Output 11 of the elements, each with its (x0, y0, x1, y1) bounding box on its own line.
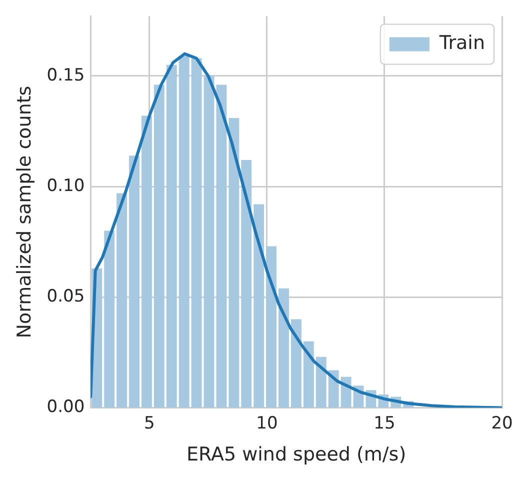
x-tick-label: 15 (374, 413, 396, 434)
x-tick-label: 5 (144, 413, 155, 434)
legend-label: Train (438, 32, 486, 54)
y-tick-label: 0.10 (46, 176, 85, 196)
x-tick-label: 20 (491, 413, 513, 434)
y-tick-label: 0.15 (46, 65, 85, 86)
x-axis-title: ERA5 wind speed (m/s) (186, 444, 406, 466)
y-axis-title: Normalized sample counts (13, 86, 36, 338)
y-tick-label: 0.05 (46, 286, 85, 307)
y-tick-label: 0.00 (46, 397, 85, 418)
x-tick-label: 10 (256, 413, 278, 434)
